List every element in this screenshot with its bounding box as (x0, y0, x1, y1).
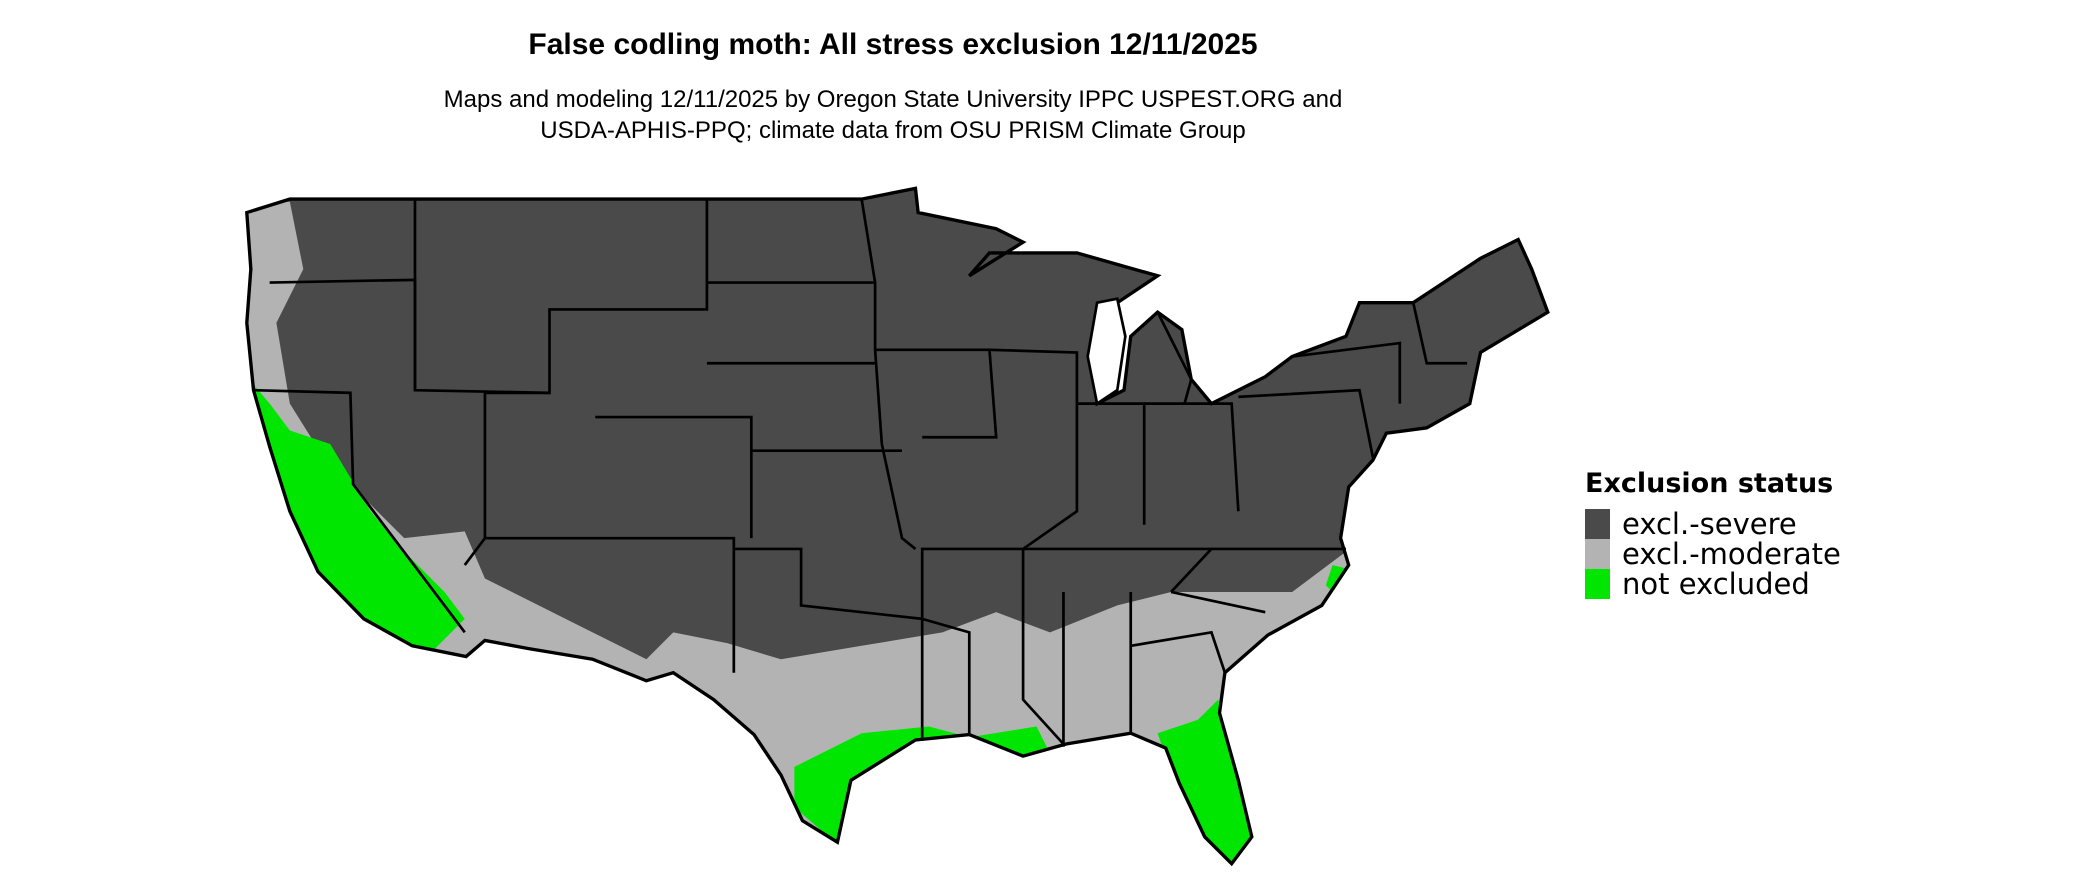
legend-item-severe: excl.-severe (1585, 507, 1841, 541)
legend-swatch (1585, 509, 1610, 539)
map-subtitle-line-1: Maps and modeling 12/11/2025 by Oregon S… (443, 86, 1343, 113)
legend-swatch (1585, 539, 1610, 569)
legend-title: Exclusion status (1585, 468, 1834, 499)
legend-label: not excluded (1622, 567, 1810, 601)
lake-michigan (1086, 297, 1127, 406)
legend-label: excl.-moderate (1622, 537, 1841, 571)
legend-item-not-excluded: not excluded (1585, 567, 1841, 601)
state-borders (253, 198, 1468, 747)
map-title: False codling moth: All stress exclusion… (528, 28, 1258, 61)
legend: Exclusion status excl.-severe excl.-mode… (1585, 468, 1841, 601)
legend-item-moderate: excl.-moderate (1585, 537, 1841, 571)
legend-label: excl.-severe (1622, 507, 1797, 541)
map-subtitle-line-2: USDA-APHIS-PPQ; climate data from OSU PR… (540, 117, 1246, 144)
severe-exclusion-region (246, 188, 1548, 864)
legend-swatch (1585, 569, 1610, 599)
